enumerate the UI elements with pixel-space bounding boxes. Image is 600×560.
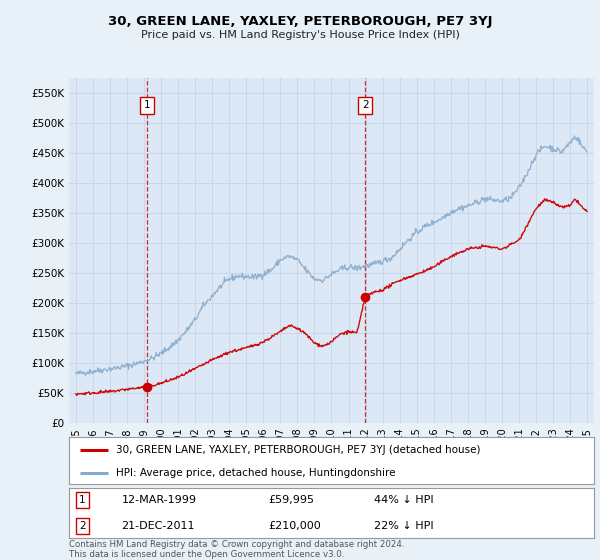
Text: 12-MAR-1999: 12-MAR-1999 [121, 494, 197, 505]
Text: £210,000: £210,000 [269, 521, 321, 531]
Text: 1: 1 [79, 494, 85, 505]
Text: £59,995: £59,995 [269, 494, 314, 505]
Text: 44% ↓ HPI: 44% ↓ HPI [373, 494, 433, 505]
Text: 2: 2 [79, 521, 85, 531]
Text: 22% ↓ HPI: 22% ↓ HPI [373, 521, 433, 531]
Text: Price paid vs. HM Land Registry's House Price Index (HPI): Price paid vs. HM Land Registry's House … [140, 30, 460, 40]
Text: This data is licensed under the Open Government Licence v3.0.: This data is licensed under the Open Gov… [69, 550, 344, 559]
Text: 30, GREEN LANE, YAXLEY, PETERBOROUGH, PE7 3YJ (detached house): 30, GREEN LANE, YAXLEY, PETERBOROUGH, PE… [116, 445, 481, 455]
Text: 21-DEC-2011: 21-DEC-2011 [121, 521, 195, 531]
Text: Contains HM Land Registry data © Crown copyright and database right 2024.: Contains HM Land Registry data © Crown c… [69, 540, 404, 549]
Text: 2: 2 [362, 100, 368, 110]
Text: 30, GREEN LANE, YAXLEY, PETERBOROUGH, PE7 3YJ: 30, GREEN LANE, YAXLEY, PETERBOROUGH, PE… [108, 15, 492, 28]
Text: 1: 1 [144, 100, 151, 110]
Text: HPI: Average price, detached house, Huntingdonshire: HPI: Average price, detached house, Hunt… [116, 468, 396, 478]
